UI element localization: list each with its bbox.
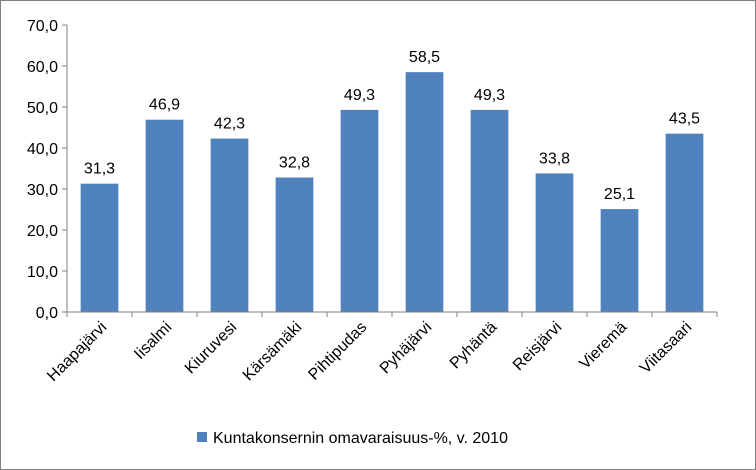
legend-swatch — [197, 432, 207, 442]
data-label: 33,8 — [539, 150, 570, 167]
category-label: Kärsämäki — [240, 319, 305, 384]
data-label: 31,3 — [84, 161, 115, 178]
bar — [470, 109, 509, 313]
data-label: 25,1 — [604, 186, 635, 203]
category-label: Pyhäntä — [447, 319, 501, 373]
data-label: 49,3 — [344, 87, 375, 104]
category-label: Reisjärvi — [510, 319, 565, 374]
bars: 31,3 46,9 42,3 32,8 49,3 58,5 49,3 33,8 25,1 43,5 — [80, 49, 704, 313]
bar — [340, 109, 379, 313]
category-label: Iisalmi — [131, 319, 175, 363]
bar — [210, 138, 249, 312]
data-label: 32,8 — [279, 155, 310, 172]
category-label: Haapajärvi — [44, 319, 110, 385]
y-axis: 0,0 10,0 20,0 30,0 40,0 50,0 60,0 70,0 — [27, 18, 68, 322]
bar — [665, 133, 704, 312]
data-label: 46,9 — [149, 97, 180, 114]
bar — [535, 173, 574, 312]
bar — [80, 183, 119, 312]
y-tick-label: 20,0 — [27, 223, 58, 240]
bar — [600, 209, 639, 312]
y-tick-label: 60,0 — [27, 59, 58, 76]
x-axis: Haapajärvi Iisalmi Kiuruvesi Kärsämäki Pihti… — [44, 311, 718, 385]
y-tick-label: 70,0 — [27, 18, 58, 35]
category-label: Viitasaari — [637, 319, 695, 377]
data-label: 49,3 — [474, 87, 505, 104]
y-tick-label: 50,0 — [27, 100, 58, 117]
legend-label: Kuntakonsernin omavaraisuus-%, v. 2010 — [213, 430, 508, 447]
bar — [275, 177, 314, 312]
data-label: 58,5 — [409, 49, 440, 66]
category-label: Pyhäjärvi — [377, 319, 436, 378]
y-tick-label: 0,0 — [36, 305, 58, 322]
category-label: Vieremä — [576, 319, 630, 373]
data-label: 43,5 — [669, 111, 700, 128]
bar — [145, 119, 184, 313]
bar — [405, 72, 444, 313]
y-tick-label: 40,0 — [27, 141, 58, 158]
category-label: Pihtipudas — [305, 319, 370, 384]
legend: Kuntakonsernin omavaraisuus-%, v. 2010 — [197, 430, 508, 447]
y-tick-label: 10,0 — [27, 264, 58, 281]
y-tick-label: 30,0 — [27, 182, 58, 199]
data-label: 42,3 — [214, 116, 245, 133]
category-label: Kiuruvesi — [182, 319, 241, 378]
